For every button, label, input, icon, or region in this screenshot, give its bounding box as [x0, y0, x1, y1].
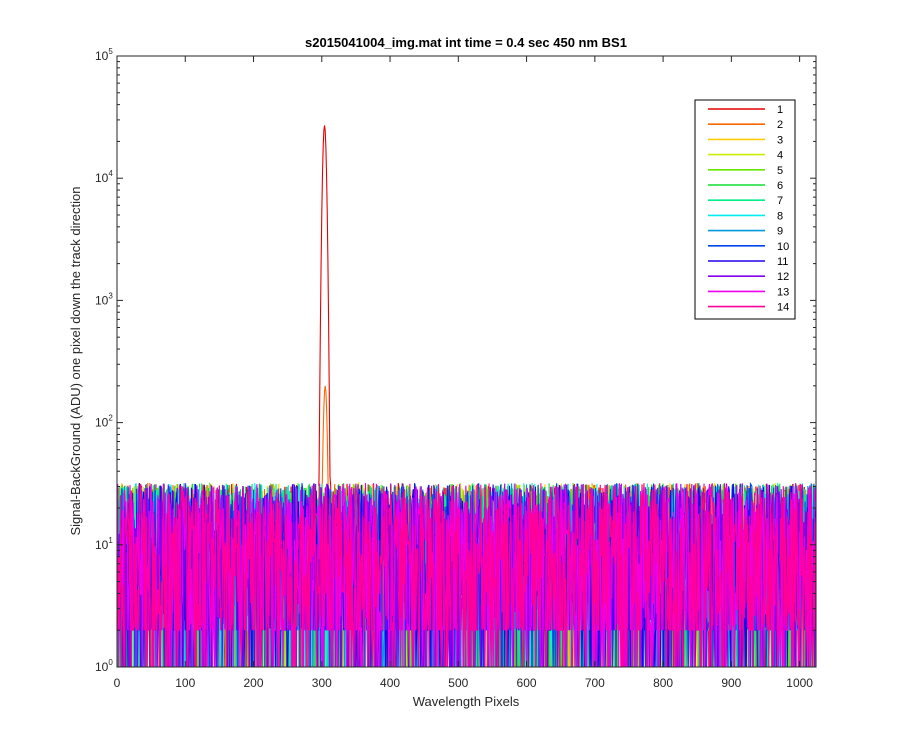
legend-box [694, 99, 796, 320]
y-tick-exp: 2 [108, 414, 113, 423]
x-tick-label: 600 [517, 676, 537, 690]
legend-entry: 10 [777, 241, 789, 253]
y-tick-exp: 3 [108, 291, 113, 300]
y-tick-base: 10 [95, 416, 109, 430]
x-tick-label: 400 [380, 676, 400, 690]
y-tick-label: 104 [95, 169, 113, 185]
y-tick-exp: 4 [108, 169, 113, 178]
y-tick-exp: 5 [108, 47, 113, 56]
legend-entry: 14 [777, 302, 789, 314]
y-tick-label: 101 [95, 536, 113, 552]
y-tick-exp: 1 [108, 536, 113, 545]
y-axis-label: Signal-BackGround (ADU) one pixel down t… [68, 186, 83, 535]
legend-entry: 4 [777, 150, 783, 162]
series-line-14 [117, 483, 816, 667]
series-layer [117, 125, 816, 667]
x-tick-label: 100 [175, 676, 195, 690]
legend-entry: 8 [777, 210, 783, 222]
x-axis-label: Wavelength Pixels [413, 694, 520, 709]
legend-entry: 11 [777, 256, 788, 268]
legend-entry: 12 [777, 271, 789, 283]
x-axis: 0 100 200 300 400 500 600 700 800 900 1000 [114, 56, 813, 690]
x-tick-label: 500 [448, 676, 468, 690]
y-tick-base: 10 [95, 171, 109, 185]
legend-entry: 2 [777, 119, 783, 131]
x-tick-label: 200 [244, 676, 264, 690]
y-tick-label: 103 [95, 291, 113, 307]
y-tick-label: 100 [95, 658, 113, 674]
x-tick-label: 900 [721, 676, 741, 690]
y-tick-base: 10 [95, 49, 109, 63]
y-tick-exp: 0 [108, 658, 113, 667]
x-tick-label: 700 [585, 676, 605, 690]
y-tick-base: 10 [95, 660, 109, 674]
legend-entry: 1 [777, 104, 783, 116]
y-tick-base: 10 [95, 538, 109, 552]
x-tick-label: 300 [312, 676, 332, 690]
y-tick-base: 10 [95, 293, 109, 307]
legend-entry: 13 [777, 286, 789, 298]
x-tick-label: 1000 [786, 676, 813, 690]
legend-entry: 7 [777, 195, 783, 207]
legend-entry: 9 [777, 226, 783, 238]
y-tick-label: 105 [95, 47, 113, 63]
legend-entry: 5 [777, 165, 783, 177]
plot-frame [116, 55, 817, 668]
x-tick-label: 0 [114, 676, 121, 690]
y-tick-label: 102 [95, 414, 113, 430]
x-tick-label: 800 [653, 676, 673, 690]
legend-entry: 6 [777, 180, 783, 192]
legend-entry: 3 [777, 134, 783, 146]
chart-title: s2015041004_img.mat int time = 0.4 sec 4… [305, 35, 627, 50]
